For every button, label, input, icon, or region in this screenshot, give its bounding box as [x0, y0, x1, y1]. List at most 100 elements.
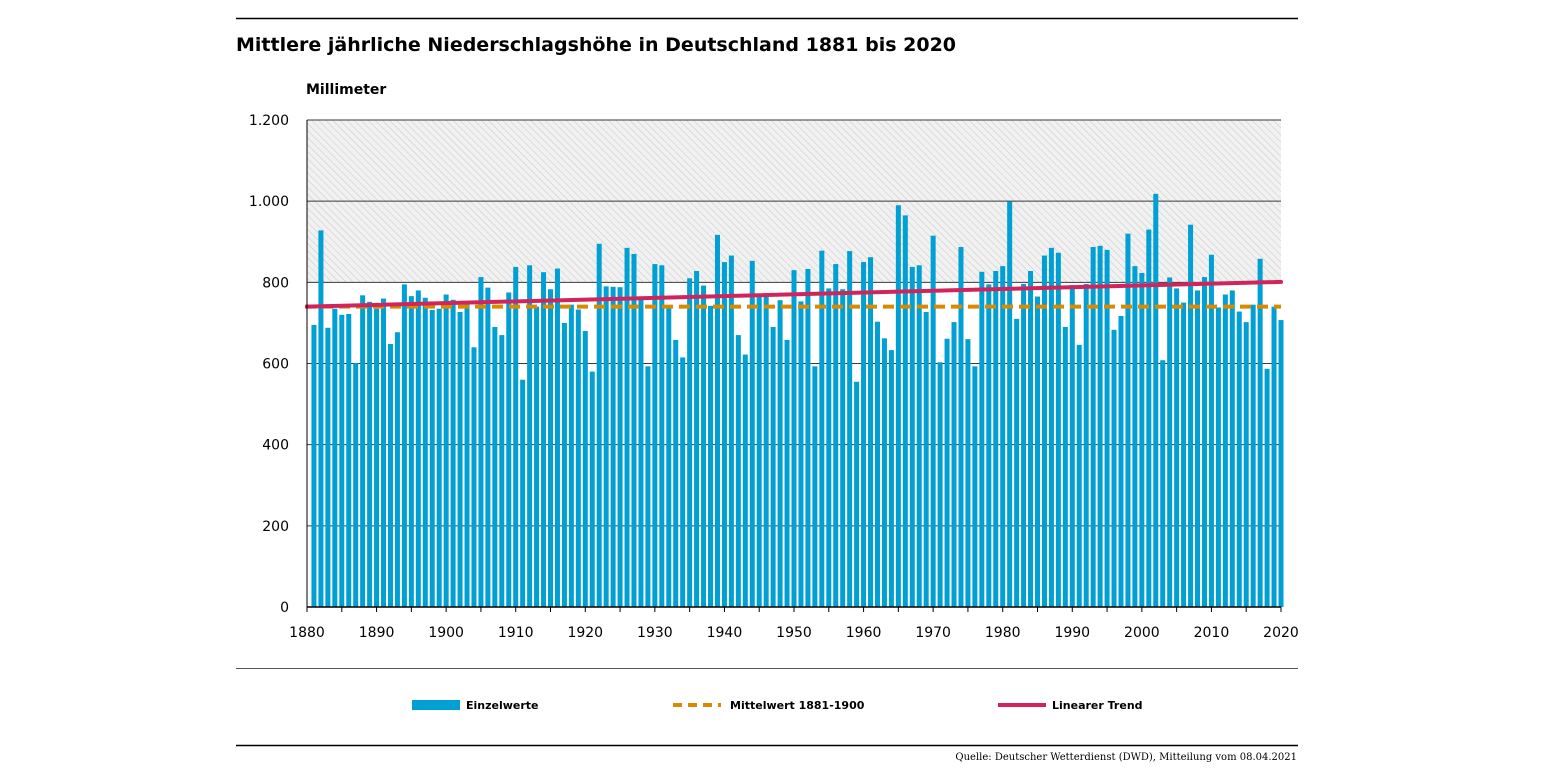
bar [318, 230, 324, 608]
bar [1028, 270, 1034, 607]
bar [610, 286, 616, 607]
bar [993, 270, 999, 607]
bar [353, 363, 359, 607]
bar [561, 322, 567, 607]
legend-label-einzelwerte: Einzelwerte [466, 699, 539, 712]
bar [979, 271, 985, 607]
bar [360, 295, 366, 607]
bar [666, 306, 672, 607]
bar [631, 253, 637, 608]
bar [847, 251, 853, 607]
bar [770, 326, 776, 607]
bar [513, 266, 519, 607]
x-tick-label: 1950 [776, 625, 812, 641]
bar [930, 235, 936, 607]
bar [1041, 255, 1047, 607]
bar [457, 311, 463, 607]
bar [923, 311, 929, 607]
bar [687, 278, 693, 607]
bar [958, 247, 964, 608]
bar [1167, 277, 1173, 607]
bar [443, 294, 449, 607]
bar [965, 339, 971, 607]
bar [881, 338, 887, 607]
bar [401, 284, 407, 607]
y-tick-label: 600 [262, 357, 289, 373]
bar [1146, 229, 1152, 607]
bar [916, 265, 922, 607]
bar [1125, 233, 1131, 607]
chart-title: Mittlere jährliche Niederschlagshöhe in … [236, 34, 956, 56]
bar [436, 308, 442, 607]
bar [1229, 290, 1235, 607]
bar [1076, 344, 1082, 607]
bar [805, 268, 811, 607]
bar [833, 264, 839, 607]
bar [638, 296, 644, 607]
bar [777, 300, 783, 607]
bar [714, 234, 720, 607]
bar [791, 270, 797, 607]
y-tick-label: 1.200 [249, 113, 289, 129]
bar [429, 309, 435, 607]
bar [937, 362, 943, 607]
legend-label-trend: Linearer Trend [1052, 699, 1143, 712]
bar [895, 205, 901, 607]
x-tick-label: 1880 [289, 625, 325, 641]
bar [1048, 247, 1054, 607]
x-tick-label: 1900 [428, 625, 464, 641]
bar [874, 321, 880, 607]
bar [1111, 329, 1117, 607]
x-tick-label: 1910 [498, 625, 534, 641]
bar [568, 304, 574, 607]
bar [680, 357, 686, 607]
bar [1257, 258, 1263, 607]
bar [346, 313, 352, 607]
bar [471, 347, 477, 607]
x-tick-label: 1960 [846, 625, 882, 641]
bar [763, 295, 769, 607]
bar [1264, 368, 1270, 607]
bar [1181, 302, 1187, 607]
bar [603, 286, 609, 607]
bar [367, 301, 373, 607]
y-tick-label: 800 [262, 275, 289, 291]
bar [387, 344, 393, 607]
x-tick-label: 1940 [707, 625, 743, 641]
bar [1034, 296, 1041, 607]
bar [339, 314, 345, 607]
bar [701, 285, 707, 607]
bar [854, 381, 860, 607]
bar [1104, 249, 1110, 607]
bar [909, 266, 915, 607]
bar [986, 284, 992, 607]
bar [520, 379, 526, 607]
bar [499, 335, 505, 607]
bar [415, 290, 421, 607]
bar [1083, 283, 1089, 607]
bar [694, 270, 700, 607]
bar [944, 338, 950, 607]
y-axis-label: Millimeter [306, 82, 386, 98]
bar [1055, 252, 1061, 607]
bar [1271, 306, 1277, 607]
bar [547, 289, 554, 607]
bar [673, 339, 679, 607]
bar [1132, 266, 1138, 607]
bar [541, 272, 547, 607]
bar [1000, 266, 1006, 607]
legend-label-mittelwert: Mittelwert 1881-1900 [730, 699, 865, 712]
bar [1188, 224, 1194, 607]
x-tick-label: 1990 [1054, 625, 1090, 641]
y-tick-label: 200 [262, 519, 289, 535]
bar [798, 301, 804, 607]
bar [1243, 322, 1249, 607]
bar [868, 257, 874, 607]
bar [596, 243, 602, 607]
bar [464, 301, 470, 607]
bar [374, 308, 380, 607]
bar [708, 305, 714, 607]
bar [1215, 307, 1221, 607]
bar [1021, 283, 1027, 607]
bar [840, 289, 846, 607]
